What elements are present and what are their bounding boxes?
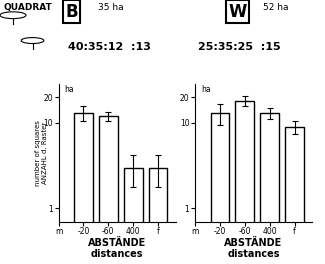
Text: 25:35:25  :15: 25:35:25 :15: [198, 42, 281, 52]
Bar: [285, 127, 304, 264]
Bar: [211, 113, 229, 264]
Bar: [99, 116, 118, 264]
Text: ha: ha: [201, 85, 211, 94]
Bar: [124, 168, 143, 264]
Bar: [74, 113, 93, 264]
Text: 52 ha: 52 ha: [263, 3, 289, 12]
Text: ha: ha: [65, 85, 74, 94]
Text: B: B: [65, 3, 78, 21]
Text: QUADRAT: QUADRAT: [3, 3, 52, 12]
Bar: [235, 101, 254, 264]
Bar: [149, 168, 167, 264]
Y-axis label: number of squares
ANZAHL d. Raster: number of squares ANZAHL d. Raster: [35, 120, 48, 186]
X-axis label: ABSTÄNDE
distances: ABSTÄNDE distances: [224, 238, 283, 260]
Text: 35 ha: 35 ha: [98, 3, 123, 12]
X-axis label: ABSTÄNDE
distances: ABSTÄNDE distances: [88, 238, 146, 260]
Text: 40:35:12  :13: 40:35:12 :13: [68, 42, 151, 52]
Bar: [260, 113, 279, 264]
Text: W: W: [228, 3, 246, 21]
